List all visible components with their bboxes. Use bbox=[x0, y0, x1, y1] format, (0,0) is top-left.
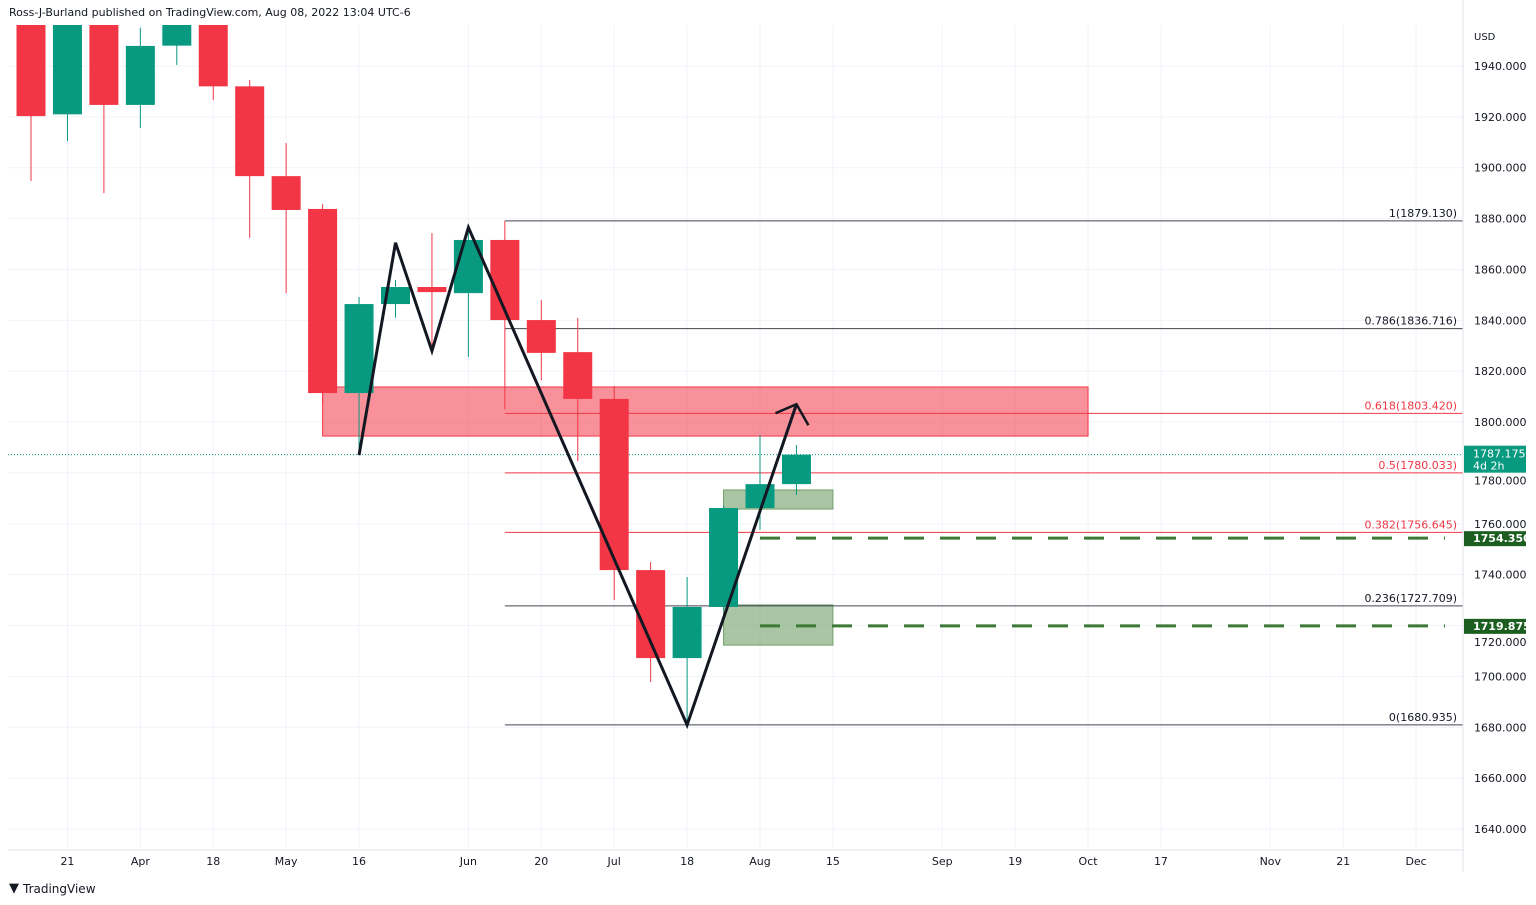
price-tick-label: 1700.000 bbox=[1474, 670, 1527, 683]
candle-body bbox=[781, 454, 811, 485]
candle-body bbox=[599, 398, 629, 571]
candle-body bbox=[162, 25, 192, 46]
grid bbox=[8, 25, 1463, 850]
fib-level-label: 0(1680.935) bbox=[1389, 711, 1457, 724]
candle-body bbox=[235, 86, 265, 177]
fib-level-label: 0.786(1836.716) bbox=[1364, 315, 1457, 328]
level-price-badge bbox=[1464, 618, 1526, 634]
candle-2022-03-28 bbox=[89, 25, 119, 194]
price-tick-label: 1800.000 bbox=[1474, 416, 1527, 429]
candle-2022-08-08 bbox=[781, 444, 811, 496]
time-tick-label: 20 bbox=[534, 855, 548, 868]
time-tick-label: Sep bbox=[932, 855, 953, 868]
demand-zone bbox=[723, 489, 834, 510]
fib-level-label: 1(1879.130) bbox=[1389, 207, 1457, 220]
candle-2022-07-18 bbox=[672, 576, 702, 725]
last-price-label: 1787.175 bbox=[1473, 448, 1526, 461]
candle-body bbox=[745, 484, 775, 509]
candle-2022-04-11 bbox=[162, 25, 192, 65]
price-tick-label: 1740.000 bbox=[1474, 569, 1527, 582]
price-tick-label: 1880.000 bbox=[1474, 213, 1527, 226]
candle-body bbox=[563, 352, 593, 399]
candle-2022-03-14 bbox=[16, 25, 46, 181]
candle-body bbox=[271, 176, 301, 210]
candle-2022-04-25 bbox=[235, 79, 265, 238]
time-tick-label: Nov bbox=[1260, 855, 1282, 868]
price-tick-label: 1940.000 bbox=[1474, 60, 1527, 73]
time-tick-label: 21 bbox=[1336, 855, 1350, 868]
time-axis: 21 Apr 18 May 16 Jun 20 Jul 18 Aug 15 Sep 19 Oct 17 Nov… bbox=[60, 855, 1426, 868]
candle-body bbox=[16, 25, 46, 117]
candle-2022-04-18 bbox=[198, 25, 228, 101]
fib-level-label: 0.5(1780.033) bbox=[1378, 459, 1457, 472]
pattern-zigzag-line bbox=[357, 223, 798, 730]
supply-zone bbox=[322, 386, 1089, 437]
time-tick-label: Jul bbox=[607, 855, 621, 868]
time-tick-label: Jun bbox=[459, 855, 477, 868]
time-tick-label: 21 bbox=[60, 855, 74, 868]
bar-countdown-label: 4d 2h bbox=[1473, 460, 1504, 473]
price-tick-label: 1780.000 bbox=[1474, 475, 1527, 488]
time-tick-label: 16 bbox=[352, 855, 366, 868]
candle-2022-05-30 bbox=[417, 233, 447, 346]
time-tick-label: May bbox=[275, 855, 298, 868]
time-tick-label: 18 bbox=[680, 855, 694, 868]
candle-body bbox=[125, 45, 155, 105]
price-tick-label: 1680.000 bbox=[1474, 721, 1527, 734]
time-tick-label: 15 bbox=[826, 855, 840, 868]
candle-2022-07-25 bbox=[709, 505, 739, 611]
level-price-label: 1719.875 bbox=[1473, 620, 1531, 633]
currency-label: USD bbox=[1474, 32, 1496, 43]
price-axis: 1940.000 1920.000 1900.000 1880.000 1860.000… bbox=[1474, 60, 1527, 836]
price-tick-label: 1760.000 bbox=[1474, 518, 1527, 531]
publish-header: Ross-J-Burland published on TradingView.… bbox=[9, 6, 411, 19]
candle-body bbox=[526, 320, 556, 353]
time-tick-label: Dec bbox=[1405, 855, 1426, 868]
fib-level-label: 0.618(1803.420) bbox=[1364, 399, 1457, 412]
time-tick-label: 18 bbox=[206, 855, 220, 868]
candle-2022-05-09 bbox=[308, 204, 338, 405]
price-tick-label: 1920.000 bbox=[1474, 111, 1527, 124]
candle-2022-06-06 bbox=[453, 224, 483, 357]
candle-body bbox=[672, 606, 702, 659]
candle-body bbox=[198, 25, 228, 87]
level-price-badge bbox=[1464, 531, 1526, 547]
plot-area: 1(1879.130) 0.786(1836.716) 0.618(1803.420… bbox=[8, 25, 1463, 730]
time-tick-label: Oct bbox=[1079, 855, 1099, 868]
candle-body bbox=[308, 208, 338, 394]
level-price-label: 1754.350 bbox=[1473, 532, 1531, 545]
candle-body bbox=[52, 25, 82, 115]
time-tick-label: Aug bbox=[749, 855, 770, 868]
candle-2022-05-02 bbox=[271, 143, 301, 294]
fib-level-label: 0.236(1727.709) bbox=[1364, 592, 1457, 605]
last-price-badge bbox=[1464, 445, 1526, 473]
time-tick-label: 17 bbox=[1154, 855, 1168, 868]
candle-body bbox=[344, 304, 374, 394]
price-tick-label: 1900.000 bbox=[1474, 162, 1527, 175]
arrowhead-icon bbox=[774, 402, 810, 426]
price-tick-label: 1860.000 bbox=[1474, 263, 1527, 276]
price-tick-label: 1660.000 bbox=[1474, 772, 1527, 785]
fib-level-label: 0.382(1756.645) bbox=[1364, 518, 1457, 531]
candle-2022-05-16 bbox=[344, 296, 374, 456]
price-tick-label: 1720.000 bbox=[1474, 636, 1527, 649]
candle-2022-03-21 bbox=[52, 25, 82, 142]
tradingview-logo[interactable]: ▼ TradingView bbox=[9, 881, 96, 896]
price-tick-label: 1640.000 bbox=[1474, 823, 1527, 836]
candle-2022-06-13 bbox=[490, 220, 520, 410]
price-tick-label: 1840.000 bbox=[1474, 314, 1527, 327]
candle-2022-06-20 bbox=[526, 299, 556, 381]
time-tick-label: 19 bbox=[1008, 855, 1022, 868]
candle-body bbox=[417, 287, 447, 293]
time-tick-label: Apr bbox=[131, 855, 151, 868]
brand-text: TradingView bbox=[23, 881, 96, 896]
candle-2022-04-04 bbox=[125, 27, 155, 129]
price-tick-label: 1820.000 bbox=[1474, 365, 1527, 378]
candle-2022-06-27 bbox=[563, 318, 593, 461]
tradingview-logo-icon: ▼ bbox=[9, 881, 19, 896]
candle-body bbox=[89, 25, 119, 105]
candle-2022-07-04 bbox=[599, 385, 629, 601]
